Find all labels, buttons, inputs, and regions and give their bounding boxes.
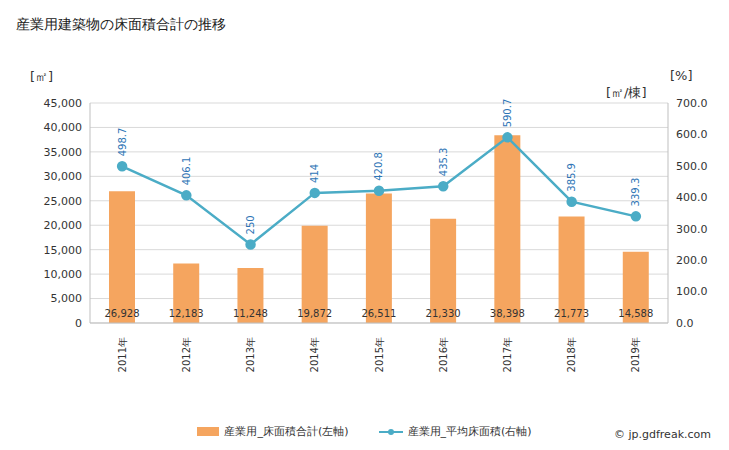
svg-text:2014年: 2014年 bbox=[309, 337, 320, 372]
svg-text:11,248: 11,248 bbox=[233, 308, 268, 319]
svg-text:2013年: 2013年 bbox=[245, 337, 256, 372]
svg-text:500.0: 500.0 bbox=[676, 160, 708, 173]
svg-text:420.8: 420.8 bbox=[374, 152, 385, 181]
svg-text:45,000: 45,000 bbox=[44, 97, 83, 110]
svg-text:2015年: 2015年 bbox=[374, 337, 385, 372]
svg-text:5,000: 5,000 bbox=[51, 292, 83, 305]
html-text:[㎡/棟]: [㎡/棟] bbox=[606, 85, 647, 100]
svg-text:600.0: 600.0 bbox=[676, 128, 708, 141]
svg-text:300.0: 300.0 bbox=[676, 223, 708, 236]
html-text:産業用建築物の床面積合計の推移: 産業用建築物の床面積合計の推移 bbox=[16, 16, 226, 32]
svg-text:14,588: 14,588 bbox=[618, 308, 653, 319]
svg-text:0: 0 bbox=[75, 317, 82, 330]
svg-text:19,872: 19,872 bbox=[297, 308, 332, 319]
svg-text:590.7: 590.7 bbox=[502, 99, 513, 128]
html-text:産業用_床面積合計(左軸): 産業用_床面積合計(左軸) bbox=[224, 425, 349, 438]
svg-text:21,330: 21,330 bbox=[426, 308, 461, 319]
svg-text:700.0: 700.0 bbox=[676, 97, 708, 110]
svg-text:15,000: 15,000 bbox=[44, 244, 83, 257]
svg-text:100.0: 100.0 bbox=[676, 285, 708, 298]
svg-text:2011年: 2011年 bbox=[117, 337, 128, 372]
html-text:産業用_平均床面積(右軸): 産業用_平均床面積(右軸) bbox=[407, 425, 532, 438]
svg-text:200.0: 200.0 bbox=[676, 254, 708, 267]
svg-text:38,398: 38,398 bbox=[490, 308, 525, 319]
svg-text:26,511: 26,511 bbox=[361, 308, 396, 319]
svg-text:25,000: 25,000 bbox=[44, 195, 83, 208]
svg-text:385.9: 385.9 bbox=[566, 163, 577, 192]
svg-text:0.0: 0.0 bbox=[676, 317, 694, 330]
svg-text:30,000: 30,000 bbox=[44, 170, 83, 183]
svg-text:406.1: 406.1 bbox=[181, 157, 192, 186]
svg-text:2016年: 2016年 bbox=[438, 337, 449, 372]
svg-text:498.7: 498.7 bbox=[117, 128, 128, 157]
svg-text:12,183: 12,183 bbox=[169, 308, 204, 319]
svg-text:20,000: 20,000 bbox=[44, 219, 83, 232]
svg-text:2017年: 2017年 bbox=[502, 337, 513, 372]
svg-text:250: 250 bbox=[245, 215, 256, 234]
svg-text:2018年: 2018年 bbox=[566, 337, 577, 372]
svg-text:21,773: 21,773 bbox=[554, 308, 589, 319]
svg-text:2012年: 2012年 bbox=[181, 337, 192, 372]
svg-text:35,000: 35,000 bbox=[44, 146, 83, 159]
svg-text:435.3: 435.3 bbox=[438, 148, 449, 177]
svg-text:2019年: 2019年 bbox=[630, 337, 641, 372]
svg-text:400.0: 400.0 bbox=[676, 191, 708, 204]
svg-text:339.3: 339.3 bbox=[630, 178, 641, 207]
svg-text:414: 414 bbox=[309, 164, 320, 183]
svg-text:26,928: 26,928 bbox=[105, 308, 140, 319]
html-text:© jp.gdfreak.com: © jp.gdfreak.com bbox=[614, 428, 711, 441]
svg-text:10,000: 10,000 bbox=[44, 268, 83, 281]
svg-text:40,000: 40,000 bbox=[44, 121, 83, 134]
